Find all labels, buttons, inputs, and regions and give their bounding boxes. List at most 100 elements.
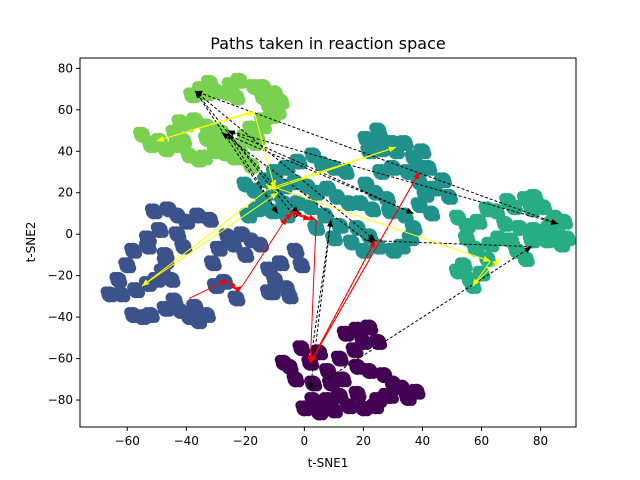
scatter-point <box>188 153 199 164</box>
scatter-point <box>165 124 176 135</box>
scatter-point <box>242 232 253 243</box>
path-segment <box>309 171 420 363</box>
scatter-point <box>197 307 208 318</box>
scatter-point <box>425 180 436 191</box>
scatter-point <box>259 284 270 295</box>
path-arrowhead <box>234 286 243 293</box>
scatter-point <box>369 122 380 133</box>
scatter-point <box>165 292 176 303</box>
scatter-point <box>250 238 261 249</box>
scatter-point <box>221 76 232 87</box>
path-arrowhead <box>326 219 333 228</box>
scatter-point <box>214 149 225 160</box>
scatter-point <box>267 290 278 301</box>
scatter-point <box>274 195 285 206</box>
scatter-point <box>257 172 267 183</box>
scatter-point <box>430 211 441 222</box>
scatter-point <box>534 199 545 210</box>
path-segment <box>227 132 299 214</box>
scatter-point <box>448 194 459 205</box>
scatter-point <box>307 184 318 195</box>
scatter-point <box>403 140 414 151</box>
scatter-point <box>383 375 394 386</box>
scatter-point <box>200 211 211 222</box>
scatter-point <box>156 300 167 311</box>
y-tick-label: 0 <box>65 227 73 241</box>
scatter-point <box>183 87 194 98</box>
scatter-point <box>348 219 359 230</box>
scatter-point <box>126 263 137 274</box>
scatter-point <box>212 124 223 135</box>
scatter-point <box>235 95 246 106</box>
chart-title: Paths taken in reaction space <box>210 34 445 53</box>
scatter-point <box>543 215 554 226</box>
scatter-point <box>365 182 376 193</box>
scatter-point <box>206 278 217 289</box>
path-arrowhead <box>524 246 532 253</box>
scatter-point <box>244 252 255 263</box>
path-segment <box>265 183 491 262</box>
scatter-point <box>345 342 356 353</box>
scatter-point <box>319 363 329 374</box>
scatter-point <box>162 271 173 282</box>
scatter-point <box>463 278 474 289</box>
scatter-point <box>316 207 327 218</box>
scatter-point <box>276 109 287 120</box>
scatter-point <box>236 176 247 187</box>
scatter-point <box>242 120 253 131</box>
scatter-point <box>363 201 374 212</box>
path-arrowhead <box>492 259 500 267</box>
x-axis: −60 −40 −20 0 20 40 60 80 <box>115 427 548 448</box>
scatter-point <box>350 240 361 251</box>
scatter-point <box>164 252 175 263</box>
x-tick-label: 40 <box>415 434 430 448</box>
scatter-point <box>133 126 143 137</box>
scatter-point <box>522 232 533 243</box>
scatter-point <box>146 244 157 255</box>
scatter-point <box>348 385 359 396</box>
scatter-point <box>318 410 329 421</box>
scatter-point <box>192 81 203 92</box>
scatter-point <box>177 213 188 224</box>
scatter-point <box>227 89 238 100</box>
scatter-point <box>510 219 521 230</box>
scatter-point <box>168 207 179 218</box>
scatter-point <box>189 313 200 324</box>
scatter-point <box>400 244 411 255</box>
scatter-point <box>182 244 193 255</box>
cluster-4 <box>133 72 290 174</box>
scatter-point <box>300 263 311 274</box>
scatter-point <box>176 232 187 243</box>
path-segment <box>194 90 559 225</box>
scatter-point <box>214 284 225 295</box>
scatter-point <box>259 261 270 272</box>
x-tick-label: −60 <box>115 434 140 448</box>
scatter-point <box>469 213 480 224</box>
path-segment <box>366 239 532 248</box>
scatter-point <box>118 257 129 268</box>
scatter-point <box>211 261 222 272</box>
scatter-point <box>159 201 170 212</box>
cluster-3 <box>448 188 576 295</box>
scatter-point <box>282 360 293 371</box>
scatter-point <box>368 325 379 336</box>
scatter-point <box>383 242 394 253</box>
path-arrowhead <box>229 282 237 291</box>
scatter-point <box>401 230 412 241</box>
scatter-point <box>168 226 179 237</box>
scatter-point <box>200 74 211 85</box>
scatter-point <box>353 348 364 359</box>
scatter-point <box>324 230 335 241</box>
path-segment <box>268 146 397 190</box>
scatter-point <box>270 209 281 220</box>
scatter-point <box>156 246 167 257</box>
scatter-point <box>218 228 229 239</box>
y-tick-label: 40 <box>58 144 73 158</box>
scatter-point <box>117 277 128 288</box>
scatter-point <box>206 143 217 154</box>
clusters-layer <box>100 72 576 421</box>
scatter-point <box>332 408 343 419</box>
scatter-point <box>360 143 371 154</box>
scatter-point <box>394 149 405 160</box>
y-tick-label: −60 <box>48 352 73 366</box>
